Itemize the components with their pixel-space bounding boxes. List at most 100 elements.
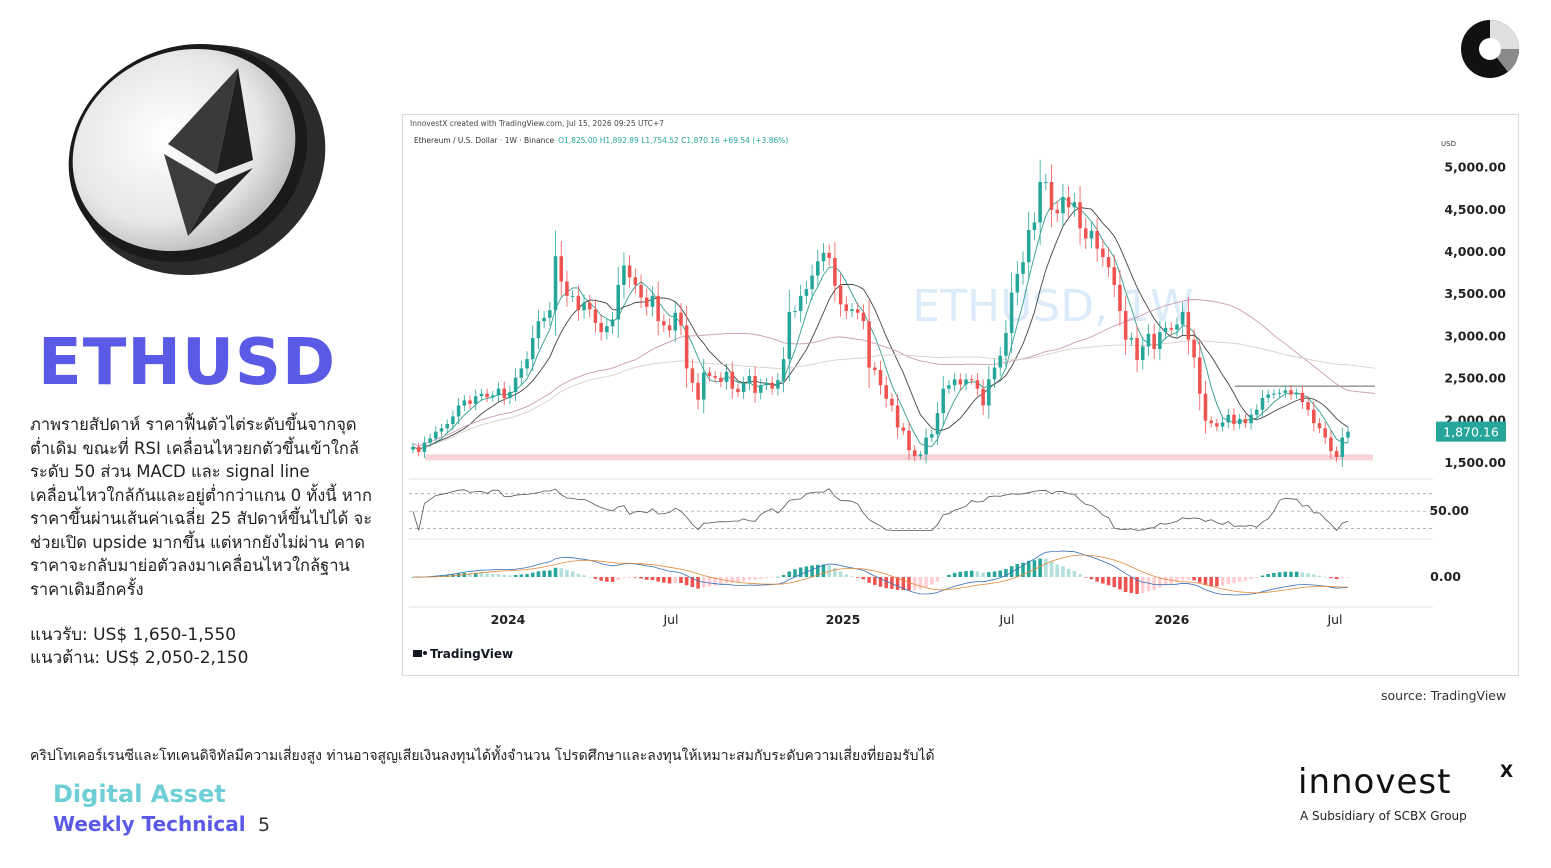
macd-histogram-bar bbox=[570, 571, 575, 577]
chart-ohlc-text: O1,825.00 H1,892.89 L1,754.52 C1,870.16 … bbox=[558, 136, 788, 145]
macd-signal-line bbox=[413, 554, 1349, 594]
candle-body bbox=[947, 385, 951, 389]
macd-histogram-bar bbox=[1140, 577, 1145, 594]
candle-body bbox=[1180, 311, 1185, 325]
candlesticks bbox=[411, 159, 1350, 467]
candle-body bbox=[616, 284, 621, 320]
candle-body bbox=[764, 382, 769, 386]
macd-histogram-bar bbox=[1215, 577, 1219, 587]
candle-body bbox=[656, 295, 660, 322]
candle-body bbox=[941, 388, 945, 414]
candle-body bbox=[1049, 181, 1054, 210]
macd-histogram-bar bbox=[1255, 577, 1259, 578]
candle-body bbox=[838, 285, 843, 305]
macd-histogram-bar bbox=[884, 577, 888, 589]
candle-body bbox=[542, 317, 546, 322]
candle-body bbox=[519, 368, 524, 378]
macd-histogram-bar bbox=[992, 571, 997, 577]
macd-histogram-bar bbox=[696, 577, 700, 589]
candle-body bbox=[1215, 423, 1219, 427]
currency-label: USD bbox=[1441, 140, 1456, 148]
macd-histogram-bar bbox=[730, 577, 735, 583]
macd-histogram-bar bbox=[616, 577, 621, 581]
candle-body bbox=[810, 275, 814, 290]
chart-source: source: TradingView bbox=[1381, 688, 1507, 703]
candle-body bbox=[1101, 248, 1105, 258]
candle-body bbox=[1317, 423, 1322, 429]
candle-body bbox=[747, 375, 752, 384]
risk-disclaimer: คริปโทเคอร์เรนซีและโทเคนดิจิทัลมีความเสี… bbox=[30, 748, 935, 764]
macd-histogram-bar bbox=[1089, 577, 1094, 580]
candle-body bbox=[707, 372, 712, 376]
macd-histogram-bar bbox=[656, 577, 660, 582]
candle-body bbox=[701, 372, 706, 400]
candle-body bbox=[1249, 414, 1253, 424]
candle-body bbox=[1255, 409, 1259, 415]
macd-histogram-bar bbox=[491, 573, 495, 577]
candle-body bbox=[610, 319, 615, 327]
candle-body bbox=[816, 261, 820, 276]
macd-histogram-bar bbox=[935, 577, 940, 582]
candle-body bbox=[1072, 202, 1077, 208]
brand-mark: X bbox=[1500, 762, 1514, 782]
macd-histogram-bar bbox=[816, 564, 820, 577]
candle-body bbox=[1061, 197, 1065, 214]
candle-body bbox=[679, 312, 683, 326]
macd-histogram-bar bbox=[964, 571, 968, 577]
candle-body bbox=[827, 252, 831, 258]
candle-body bbox=[462, 400, 467, 406]
rsi-pane: 50.00 bbox=[409, 488, 1469, 532]
chart-credit: InnovestX created with TradingView.com, … bbox=[410, 119, 664, 128]
footer-subtitle: Weekly Technical bbox=[53, 812, 246, 836]
candle-body bbox=[1209, 420, 1213, 424]
macd-histogram-bar bbox=[713, 577, 717, 586]
candle-body bbox=[1112, 267, 1117, 285]
candle-body bbox=[930, 434, 934, 438]
candle-body bbox=[502, 388, 506, 398]
macd-histogram-bar bbox=[781, 575, 786, 577]
macd-histogram-bar bbox=[508, 575, 512, 577]
candle-body bbox=[1078, 202, 1082, 229]
support-zone-band bbox=[425, 454, 1373, 461]
x-axis-label: 2026 bbox=[1155, 612, 1190, 627]
macd-histogram-bar bbox=[548, 570, 552, 577]
macd-histogram-bar bbox=[1163, 577, 1168, 586]
macd-histogram-bar bbox=[975, 571, 980, 577]
candle-body bbox=[736, 388, 740, 393]
macd-histogram-bar bbox=[987, 572, 991, 577]
candle-body bbox=[753, 375, 757, 393]
candle-body bbox=[690, 368, 695, 383]
macd-histogram-bar bbox=[741, 577, 746, 582]
macd-histogram-bar bbox=[627, 577, 632, 578]
macd-histogram-bar bbox=[1123, 577, 1128, 593]
candle-body bbox=[548, 310, 552, 318]
candle-body bbox=[559, 256, 563, 282]
candle-body bbox=[639, 284, 643, 298]
candle-body bbox=[724, 371, 729, 382]
candle-body bbox=[1038, 181, 1042, 223]
candle-body bbox=[987, 379, 991, 406]
chart-canvas: InnovestX created with TradingView.com, … bbox=[409, 119, 1506, 661]
candle-body bbox=[451, 416, 455, 425]
candle-body bbox=[627, 265, 632, 278]
candle-body bbox=[1277, 392, 1282, 394]
candle-body bbox=[422, 442, 427, 452]
candle-body bbox=[1015, 273, 1020, 293]
macd-histogram-bar bbox=[1009, 566, 1014, 577]
y-tick-label: 1,500.00 bbox=[1444, 455, 1506, 470]
candle-body bbox=[1300, 392, 1305, 403]
macd-histogram-bar bbox=[485, 573, 489, 577]
macd-histogram-bar bbox=[1220, 577, 1225, 586]
macd-histogram-bar bbox=[582, 575, 586, 577]
macd-histogram-bar bbox=[565, 569, 569, 577]
candle-body bbox=[508, 392, 512, 398]
candle-body bbox=[975, 380, 980, 389]
macd-histogram-bar bbox=[1180, 577, 1185, 580]
macd-histogram-bar bbox=[1317, 575, 1322, 577]
candle-body bbox=[1192, 339, 1196, 358]
candle-body bbox=[525, 359, 529, 369]
macd-histogram-bar bbox=[1032, 560, 1037, 577]
macd-histogram-bar bbox=[690, 577, 695, 588]
candle-body bbox=[1260, 397, 1265, 410]
candle-body bbox=[855, 309, 860, 313]
